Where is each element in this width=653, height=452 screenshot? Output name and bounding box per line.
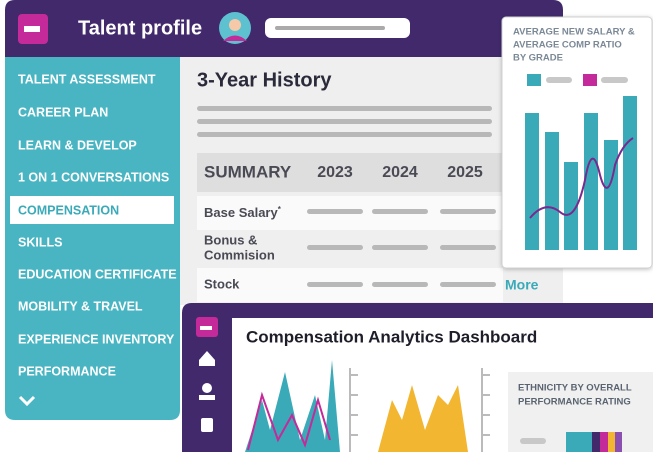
column-header: 2024 — [382, 164, 418, 181]
illustration-bar — [600, 432, 608, 452]
illustration-bar — [566, 432, 592, 452]
text-line — [197, 106, 492, 111]
dashboard-title: Compensation Analytics Dashboard — [246, 327, 537, 346]
search-placeholder — [275, 26, 385, 30]
nav-item[interactable]: EXPERIENCE INVENTORY — [18, 332, 175, 346]
column-header: 2023 — [317, 164, 353, 181]
row-label: Base Salary* — [204, 205, 282, 220]
more-link[interactable]: More — [505, 277, 539, 293]
expand-chevron[interactable] — [18, 395, 36, 407]
cell-placeholders — [307, 209, 496, 287]
nav-item[interactable]: PERFORMANCE — [18, 364, 116, 378]
nav-item[interactable]: LEARN & DEVELOP — [18, 138, 137, 152]
avatar-face — [229, 19, 241, 31]
nav-item[interactable]: CAREER PLAN — [18, 105, 108, 119]
nav-item[interactable]: TALENT ASSESSMENT — [18, 72, 156, 86]
avatar-body — [223, 35, 247, 41]
active-item-bg — [10, 196, 174, 224]
axis-ticks — [349, 368, 490, 452]
illustration-area — [245, 360, 340, 452]
column-header: SUMMARY — [204, 162, 292, 181]
legend-placeholder — [520, 438, 546, 444]
header-title: Talent profile — [78, 17, 202, 39]
illustration-bar — [608, 432, 615, 452]
illustration-line — [247, 391, 331, 451]
card-title: AVERAGE COMP RATIO — [513, 40, 622, 51]
legend-placeholder — [601, 77, 628, 83]
illustration-area — [378, 385, 468, 452]
illustration-bar — [592, 432, 600, 452]
nav-item[interactable]: MOBILITY & TRAVEL — [18, 299, 143, 313]
nav-item[interactable]: COMPENSATION — [18, 203, 119, 217]
text-line — [197, 119, 492, 124]
legend-swatch — [583, 74, 597, 86]
nav-item[interactable]: SKILLS — [18, 235, 62, 249]
footnote-mark: * — [278, 205, 282, 214]
user-icon[interactable] — [202, 383, 212, 393]
card-title: PERFORMANCE RATING — [518, 397, 631, 408]
history-title: 3-Year History — [197, 69, 332, 91]
home-icon[interactable] — [199, 351, 215, 366]
legend-swatch — [527, 74, 541, 86]
text-line — [197, 132, 492, 137]
card-title: ETHNICITY BY OVERALL — [518, 383, 632, 394]
user-icon-body — [199, 395, 215, 400]
row-label: Stock — [204, 276, 240, 291]
row-label: Commision — [204, 247, 275, 262]
logo-glyph — [24, 26, 40, 32]
column-header: 2025 — [447, 164, 483, 181]
doc-icon[interactable] — [201, 418, 213, 432]
card-title: AVERAGE NEW SALARY & — [513, 27, 635, 38]
table-header — [197, 153, 503, 192]
legend-placeholder — [546, 77, 572, 83]
card-title: BY GRADE — [513, 53, 563, 64]
illustration-bar — [615, 432, 622, 452]
row-label: Bonus & — [204, 232, 257, 247]
nav-list: TALENT ASSESSMENT CAREER PLAN LEARN & DE… — [18, 72, 177, 378]
row-label-text: Base Salary — [204, 205, 278, 220]
illustration-bars — [525, 96, 637, 250]
nav-item[interactable]: EDUCATION CERTIFICATE — [18, 267, 177, 281]
sidebar — [5, 57, 180, 420]
nav-item[interactable]: 1 ON 1 CONVERSATIONS — [18, 170, 169, 184]
illustration-line — [529, 137, 634, 219]
logo-glyph — [200, 326, 212, 330]
